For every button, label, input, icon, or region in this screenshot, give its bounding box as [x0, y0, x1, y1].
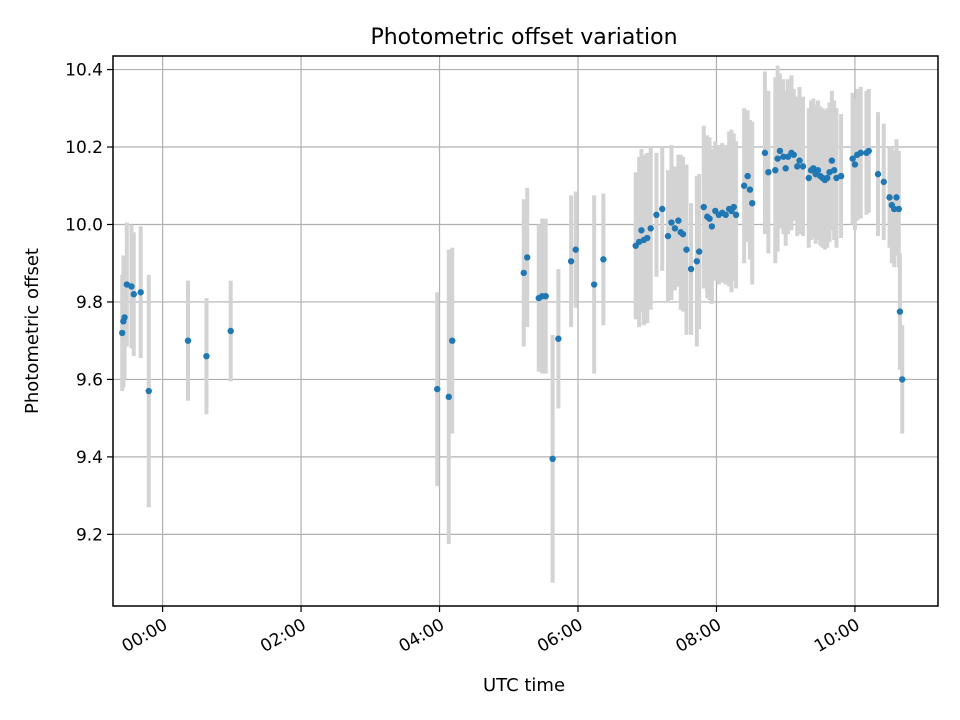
data-point	[695, 248, 703, 255]
data-point	[687, 265, 695, 273]
data-point	[693, 258, 701, 265]
data-point	[647, 225, 654, 232]
data-point	[145, 387, 152, 395]
data-point	[730, 203, 737, 211]
data-point	[722, 211, 729, 219]
y-axis-label: Photometric offset	[22, 248, 43, 414]
data-point	[668, 219, 675, 226]
chart-title: Photometric offset variation	[370, 25, 677, 50]
y-tick-label: 9.6	[76, 370, 103, 390]
data-point	[765, 168, 772, 176]
data-point	[227, 327, 234, 335]
data-point	[449, 337, 456, 344]
data-point	[653, 211, 660, 219]
data-point	[772, 167, 779, 174]
data-point	[567, 258, 575, 265]
data-point	[851, 161, 859, 168]
data-point	[896, 308, 904, 315]
data-point	[542, 292, 549, 300]
data-point	[644, 234, 651, 242]
data-point	[638, 227, 645, 234]
data-point	[671, 225, 679, 232]
data-point	[128, 283, 135, 290]
data-point	[572, 246, 579, 253]
data-point	[732, 211, 740, 219]
x-axis-label: UTC time	[483, 675, 565, 696]
data-point	[761, 149, 769, 157]
data-point	[600, 256, 607, 263]
y-tick-label: 9.2	[76, 525, 103, 545]
data-point	[434, 385, 441, 393]
data-point	[555, 335, 562, 342]
data-point	[895, 205, 902, 213]
data-point	[794, 163, 801, 170]
y-axis-ticks: 9.2 9.4 9.6 9.8 10.0 10.2 10.4	[65, 61, 113, 545]
data-point	[137, 289, 144, 296]
data-point	[119, 329, 126, 337]
data-point	[524, 254, 531, 261]
data-point	[814, 167, 822, 174]
data-points	[119, 147, 906, 463]
data-point	[774, 155, 781, 162]
data-point	[203, 352, 210, 360]
data-point	[799, 163, 807, 170]
y-tick-label: 9.8	[76, 293, 103, 313]
data-point	[857, 149, 864, 157]
data-point	[740, 182, 748, 189]
data-point	[890, 205, 898, 213]
data-point	[893, 194, 900, 201]
y-tick-label: 9.4	[76, 448, 103, 468]
data-point	[679, 230, 687, 238]
data-point	[664, 232, 672, 240]
data-point	[790, 151, 797, 158]
data-point	[780, 153, 787, 160]
data-point	[675, 217, 682, 224]
data-point	[874, 170, 882, 178]
data-point	[782, 165, 789, 172]
data-point	[184, 337, 192, 344]
data-point	[865, 147, 872, 155]
data-point	[880, 178, 887, 186]
data-point	[549, 455, 556, 463]
data-point	[445, 393, 452, 401]
data-point	[590, 281, 598, 288]
data-point	[828, 157, 836, 164]
data-point	[700, 203, 707, 211]
data-point	[805, 174, 812, 182]
y-tick-label: 10.4	[65, 61, 103, 81]
data-point	[899, 376, 906, 383]
data-point	[520, 269, 527, 277]
plot-frame	[112, 55, 939, 607]
data-point	[659, 205, 666, 213]
y-tick-label: 10.0	[65, 215, 103, 235]
data-point	[796, 157, 803, 164]
data-point	[130, 291, 137, 298]
data-point	[683, 246, 690, 253]
data-point	[776, 147, 784, 155]
data-point	[837, 172, 845, 180]
y-tick-label: 10.2	[65, 138, 103, 158]
data-point	[886, 194, 893, 201]
data-point	[744, 172, 751, 180]
data-point	[706, 215, 713, 222]
data-point	[824, 174, 831, 182]
data-point	[746, 186, 754, 193]
data-point	[121, 314, 128, 321]
data-point	[749, 199, 756, 207]
data-point	[708, 223, 716, 230]
data-point	[830, 167, 838, 174]
data-point	[849, 155, 856, 162]
